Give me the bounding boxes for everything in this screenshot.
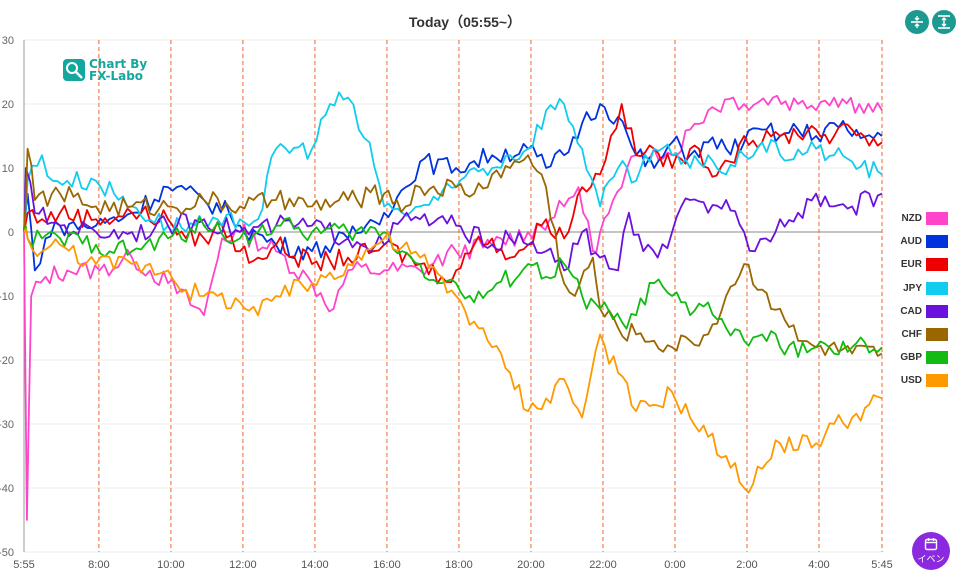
y-tick-label: -30 <box>0 419 14 431</box>
legend-item-usd[interactable]: USD <box>892 369 948 392</box>
chart-watermark: Chart By FX-Labo <box>62 58 147 82</box>
compress-vertical-icon <box>911 16 923 28</box>
x-tick-label: 16:00 <box>373 559 401 571</box>
x-tick-label: 4:00 <box>808 559 829 571</box>
x-tick-label: 5:45 <box>871 559 892 571</box>
legend-label: EUR <box>900 259 922 271</box>
legend-item-jpy[interactable]: JPY <box>892 277 948 300</box>
watermark-line2: FX-Labo <box>89 69 144 83</box>
chart-title: Today（05:55~） <box>408 14 522 30</box>
series-line-usd <box>23 228 883 494</box>
legend-label: AUD <box>900 236 922 248</box>
series-line-eur <box>23 103 883 285</box>
watermark-logo-icon <box>63 59 85 81</box>
legend-item-eur[interactable]: EUR <box>892 253 948 276</box>
y-tick-label: -50 <box>0 547 14 559</box>
legend-swatch <box>926 374 948 388</box>
x-tick-label: 12:00 <box>229 559 257 571</box>
event-button-label: イベン <box>917 554 945 564</box>
legend-swatch <box>926 328 948 342</box>
legend-swatch <box>926 212 948 226</box>
legend-label: JPY <box>903 282 922 294</box>
y-tick-label: 10 <box>2 163 14 175</box>
series-line-gbp <box>23 216 883 358</box>
x-tick-label: 20:00 <box>517 559 545 571</box>
legend-label: NZD <box>901 213 922 225</box>
legend-item-gbp[interactable]: GBP <box>892 346 948 369</box>
x-tick-label: 22:00 <box>589 559 617 571</box>
series-line-jpy <box>23 91 883 235</box>
y-tick-label: -10 <box>0 291 14 303</box>
compress-vertical-button[interactable] <box>905 10 929 34</box>
y-tick-label: 30 <box>2 35 14 47</box>
legend-label: CHF <box>901 329 922 341</box>
legend-item-nzd[interactable]: NZD <box>892 207 948 230</box>
legend-swatch <box>926 235 948 249</box>
x-tick-label: 5:55 <box>13 559 34 571</box>
x-tick-label: 18:00 <box>445 559 473 571</box>
legend-item-cad[interactable]: CAD <box>892 300 948 323</box>
series-line-nzd <box>23 94 883 521</box>
expand-vertical-icon <box>938 15 950 29</box>
legend-swatch <box>926 351 948 365</box>
y-tick-label: -20 <box>0 355 14 367</box>
legend-label: USD <box>900 375 922 387</box>
x-tick-label: 8:00 <box>88 559 109 571</box>
y-tick-label: 20 <box>2 99 14 111</box>
series-line-chf <box>23 147 883 357</box>
watermark-line1: Chart By <box>89 57 148 71</box>
legend-label: GBP <box>900 352 922 364</box>
legend-swatch <box>926 304 948 318</box>
calendar-icon <box>924 538 938 551</box>
series-line-cad <box>23 167 883 272</box>
legend-item-chf[interactable]: CHF <box>892 323 948 346</box>
expand-vertical-button[interactable] <box>932 10 956 34</box>
chart-legend: NZD AUD EUR JPY CAD CHF GBP USD <box>892 207 948 393</box>
legend-swatch <box>926 281 948 295</box>
legend-label: CAD <box>900 305 922 317</box>
x-tick-label: 0:00 <box>664 559 685 571</box>
x-tick-label: 10:00 <box>157 559 185 571</box>
x-tick-label: 2:00 <box>736 559 757 571</box>
y-tick-label: -40 <box>0 483 14 495</box>
x-tick-label: 14:00 <box>301 559 329 571</box>
legend-item-aud[interactable]: AUD <box>892 230 948 253</box>
y-tick-label: 0 <box>8 227 14 239</box>
event-button[interactable]: イベン <box>912 532 950 570</box>
legend-swatch <box>926 258 948 272</box>
